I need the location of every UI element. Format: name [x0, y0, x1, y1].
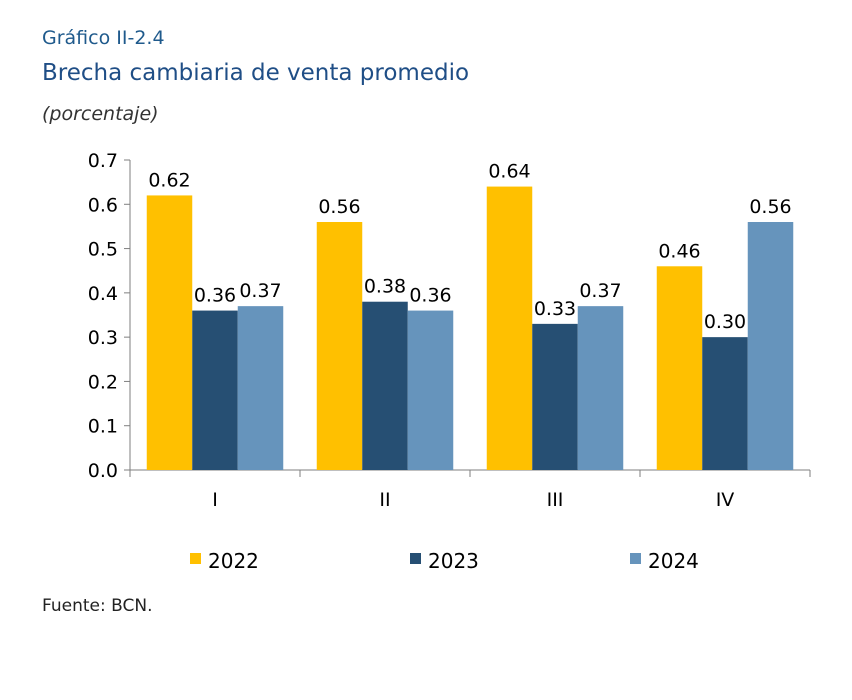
y-tick-label: 0.4: [88, 283, 118, 305]
x-tick-label: III: [547, 489, 564, 511]
y-tick-label: 0.6: [88, 194, 118, 216]
x-tick-label: IV: [716, 489, 735, 511]
data-label: 0.64: [488, 161, 530, 183]
bar-2023-II: [362, 301, 408, 470]
chart-subtitle: (porcentaje): [42, 103, 159, 125]
y-tick-label: 0.0: [88, 460, 118, 482]
data-label: 0.56: [318, 196, 360, 218]
data-label: 0.62: [148, 169, 190, 191]
data-label: 0.37: [239, 280, 281, 302]
chart-title: Brecha cambiaria de venta promedio: [42, 60, 470, 86]
legend-swatch-2023: [410, 553, 421, 564]
legend-swatch-2022: [190, 553, 201, 564]
data-label: 0.38: [364, 276, 406, 298]
legend-label: 2023: [428, 549, 479, 573]
x-tick-label: I: [212, 489, 218, 511]
bar-2022-IV: [656, 266, 703, 470]
data-label: 0.33: [534, 298, 576, 320]
bar-2022-II: [316, 222, 363, 470]
y-tick-label: 0.5: [88, 239, 118, 261]
data-label: 0.56: [749, 196, 791, 218]
legend-label: 2024: [648, 549, 699, 573]
y-tick-label: 0.3: [88, 327, 118, 349]
bar-2024-IV: [747, 222, 794, 470]
chart-kicker: Gráfico II-2.4: [42, 27, 165, 49]
bar-2024-II: [407, 310, 454, 470]
bar-2022-I: [146, 195, 193, 470]
bar-2023-I: [192, 310, 238, 470]
y-tick-label: 0.7: [88, 150, 118, 172]
y-tick-label: 0.2: [88, 371, 118, 393]
bar-2023-III: [532, 323, 578, 470]
source-note: Fuente: BCN.: [42, 596, 153, 616]
data-label: 0.36: [409, 285, 451, 307]
legend-label: 2022: [208, 549, 259, 573]
data-label: 0.36: [194, 285, 236, 307]
bar-2022-III: [486, 186, 533, 471]
y-tick-label: 0.1: [88, 416, 118, 438]
bar-2023-IV: [702, 337, 748, 470]
data-label: 0.46: [658, 240, 700, 262]
data-label: 0.37: [579, 280, 621, 302]
data-label: 0.30: [704, 311, 746, 333]
bar-2024-I: [237, 306, 284, 470]
bar-2024-III: [577, 306, 624, 470]
legend-swatch-2024: [630, 553, 641, 564]
x-tick-label: II: [379, 489, 390, 511]
